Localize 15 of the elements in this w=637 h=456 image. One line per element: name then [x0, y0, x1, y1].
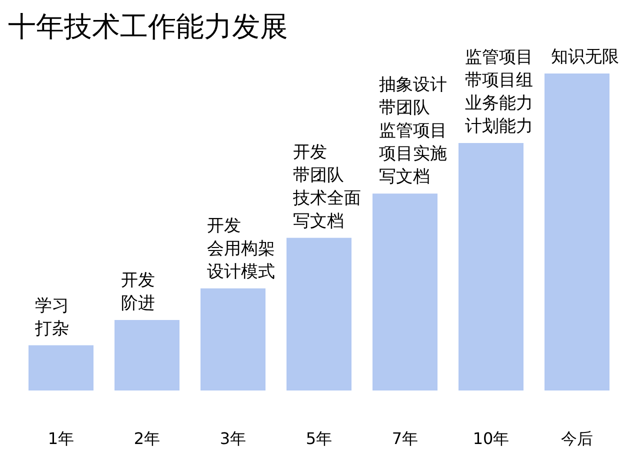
- annotation: 学习打杂: [34, 296, 69, 339]
- annotation: 监管项目带项目组业务能力计划能力: [465, 48, 533, 137]
- x-tick-label: 10年: [472, 429, 510, 448]
- annotation: 开发会用构架设计模式: [207, 216, 275, 282]
- x-tick-label: 5年: [306, 429, 332, 448]
- x-tick-label: 今后: [561, 429, 593, 448]
- x-tick-label: 2年: [134, 429, 160, 448]
- chart-title: 十年技术工作能力发展: [8, 10, 288, 43]
- annotation: 开发阶进: [121, 270, 155, 314]
- annotation: 知识无限: [551, 47, 619, 67]
- annotation: 开发带团队技术全面写文档: [292, 142, 361, 232]
- annotation: 抽象设计带团队监管项目项目实施写文档: [379, 75, 447, 188]
- x-tick-label: 7年: [392, 429, 418, 448]
- x-tick-label: 1年: [48, 429, 74, 448]
- x-tick-label: 3年: [220, 429, 246, 448]
